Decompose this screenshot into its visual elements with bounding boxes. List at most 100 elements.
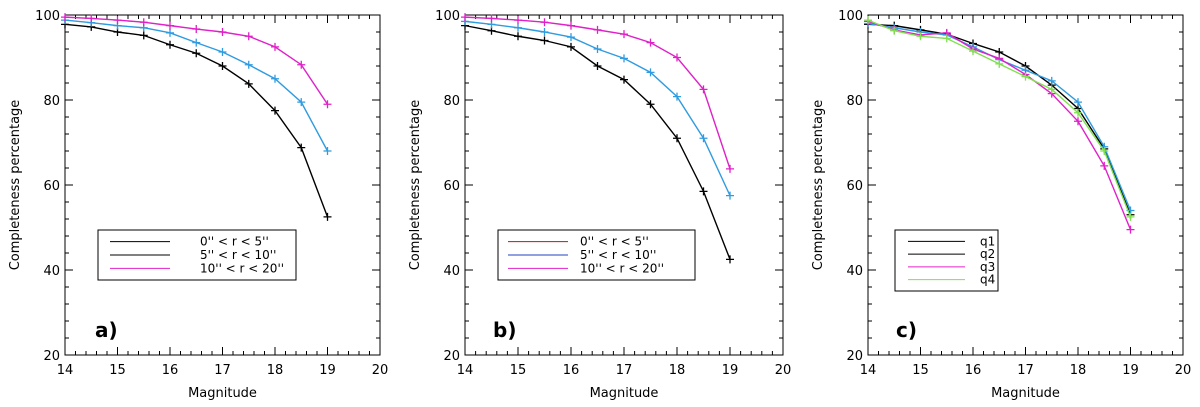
x-tick-label: 16 [162,363,179,378]
data-point [461,13,469,22]
x-tick-label: 17 [1017,363,1034,378]
legend-entry-2: q2 [980,247,995,261]
data-point [218,62,227,70]
data-point [646,100,655,109]
data-point [487,14,496,23]
data-point [1100,161,1109,170]
data-point [166,40,174,49]
legend-entry-3: 10'' < r < 20'' [580,261,664,275]
y-tick-label: 40 [846,264,863,279]
data-point [87,14,96,23]
data-point [113,16,122,25]
y-axis-label: Completeness percentage [8,100,23,271]
legend-entry-2: 5'' < r < 10'' [580,248,656,262]
data-point [244,60,253,69]
x-axis-label: Magnitude [590,386,659,401]
y-tick-label: 80 [443,94,460,109]
x-tick-label: 19 [1122,363,1139,378]
data-point [673,92,681,101]
data-point [271,106,279,115]
data-point [139,18,148,27]
data-point [942,34,951,43]
data-point [192,25,201,34]
data-point [1074,98,1082,107]
data-point [567,21,575,30]
x-tick-label: 18 [267,363,284,378]
data-point [995,59,1004,68]
legend-box [894,229,999,292]
legend-entry-4: q4 [980,273,995,287]
data-point [297,143,306,152]
data-point [1126,225,1135,234]
legend-entry-1: 0'' < r < 5'' [580,235,649,249]
data-point [620,75,628,84]
x-tick-label: 20 [372,363,389,378]
data-point [514,32,522,41]
data-point [297,98,306,107]
x-tick-label: 14 [57,363,74,378]
x-tick-label: 17 [616,363,633,378]
data-point [726,255,734,264]
legend-entry-1: 0'' < r < 5'' [200,235,269,249]
legend-entry-3: q3 [980,260,995,274]
data-point [323,100,332,109]
x-tick-label: 20 [1175,363,1192,378]
data-point [673,134,681,143]
data-point [218,47,227,56]
data-point [699,187,708,196]
x-tick-label: 16 [563,363,580,378]
data-point [271,42,279,51]
data-point [567,42,575,51]
chart-panel-3: 14 15 16 17 18 19 20 20 40 60 80 100 Magnitude Comple… [811,9,1191,401]
data-point [916,32,925,41]
y-axis-label: Completeness percentage [408,100,423,271]
y-tick-label: 80 [43,94,60,109]
data-point [1021,72,1030,81]
y-tick-label: 40 [43,264,60,279]
data-point [271,74,279,83]
x-tick-label: 19 [722,363,739,378]
x-tick-label: 14 [457,363,474,378]
x-axis-label: Magnitude [188,386,257,401]
y-tick-label: 40 [443,264,460,279]
data-point [699,85,708,94]
x-axis-label: Magnitude [991,386,1060,401]
data-point [1100,147,1109,155]
data-point [1047,85,1056,94]
chart-panel-1: 14 15 16 17 18 19 20 20 40 60 80 100 Magnitude Comple… [8,9,388,401]
data-point [1074,117,1082,126]
data-point [540,18,549,27]
data-point [646,68,655,77]
y-tick-label: 100 [838,9,863,24]
data-point [593,45,602,53]
x-tick-label: 20 [775,363,792,378]
data-point [1126,212,1135,221]
legend-entry-2: 5'' < r < 10'' [200,248,276,262]
series-line-3 [464,16,731,170]
panel-label: b) [493,318,516,342]
chart-panel-2: 14 15 16 17 18 19 20 20 40 60 80 100 Magnitude Comple… [408,9,791,401]
data-point [61,13,69,22]
data-point [699,134,708,143]
y-tick-label: 20 [846,349,863,364]
y-tick-label: 20 [43,349,60,364]
data-point [593,62,602,70]
y-tick-label: 100 [35,9,60,24]
data-point [323,212,332,221]
data-point [244,32,253,41]
data-point [1047,76,1056,85]
y-tick-label: 20 [443,349,460,364]
data-point [540,36,549,45]
x-tick-label: 17 [214,363,231,378]
y-tick-label: 100 [435,9,460,24]
data-point [514,16,522,25]
x-tick-label: 19 [319,363,336,378]
data-point [166,28,174,37]
x-tick-label: 18 [669,363,686,378]
data-point [297,60,306,69]
data-point [726,191,734,200]
data-point [890,26,899,35]
data-point [192,38,201,47]
